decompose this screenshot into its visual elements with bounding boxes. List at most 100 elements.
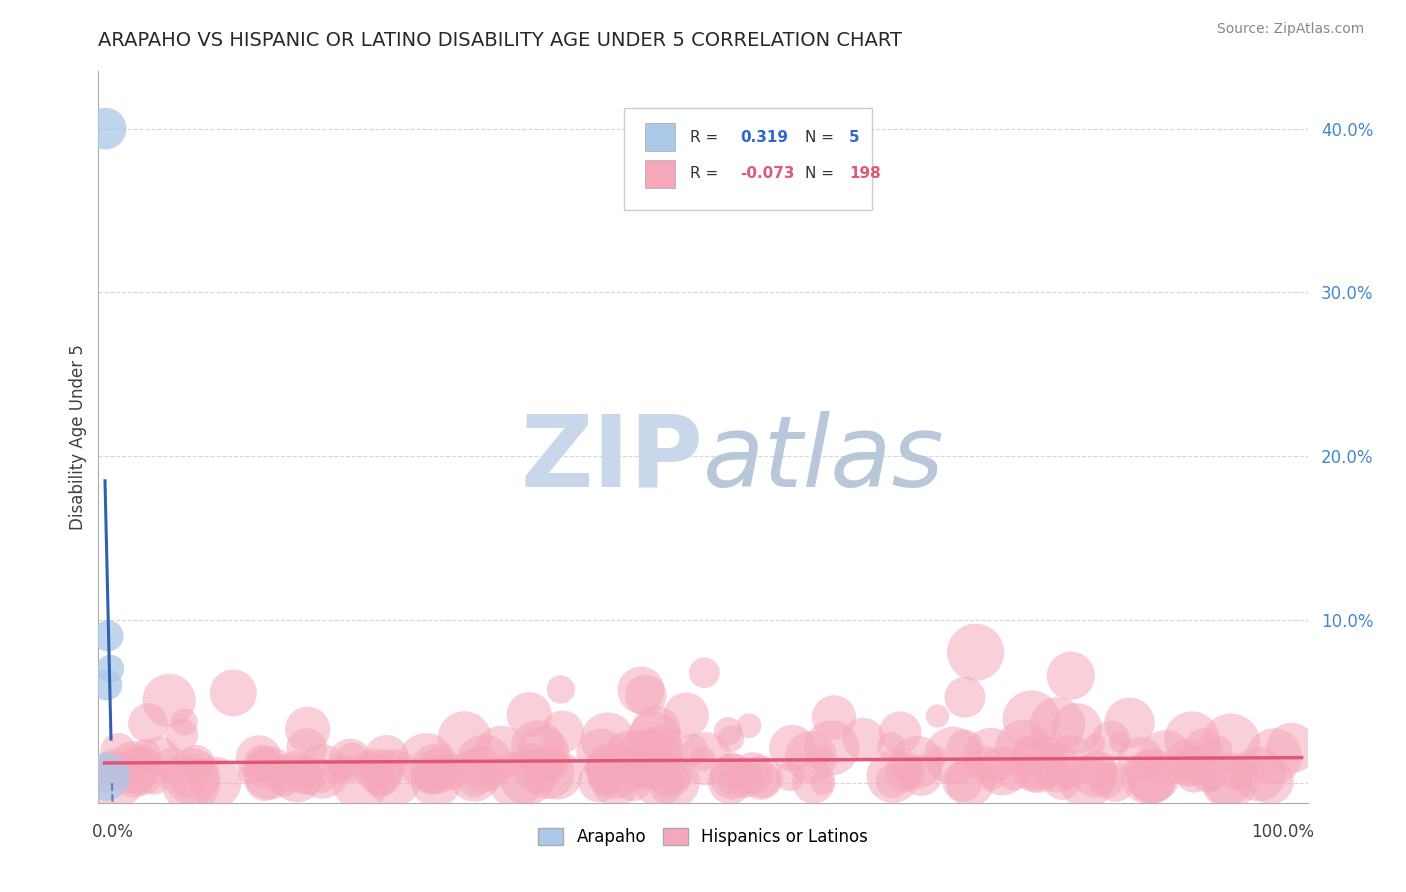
Text: atlas: atlas (703, 410, 945, 508)
Point (1182, 767, 1205, 781)
FancyBboxPatch shape (645, 123, 675, 151)
Point (136, 716, 159, 731)
Point (991, 764, 1014, 778)
Point (1026, 758, 1049, 772)
Point (422, 772, 444, 786)
Point (606, 764, 628, 778)
Point (131, 764, 153, 778)
Point (124, 756, 146, 771)
Point (1202, 772, 1225, 787)
Point (731, 772, 754, 786)
Point (645, 723, 668, 738)
Point (1260, 774, 1282, 789)
Point (882, 773, 904, 788)
Point (309, 769, 332, 783)
FancyBboxPatch shape (645, 160, 675, 187)
Point (537, 765, 560, 780)
Point (382, 771, 405, 785)
Point (588, 774, 610, 789)
Text: ARAPAHO VS HISPANIC OR LATINO DISABILITY AGE UNDER 5 CORRELATION CHART: ARAPAHO VS HISPANIC OR LATINO DISABILITY… (98, 31, 903, 50)
Point (974, 756, 997, 770)
Point (1218, 773, 1240, 788)
Point (621, 775, 644, 789)
Text: N =: N = (804, 166, 834, 181)
Point (1060, 754, 1083, 768)
Point (942, 748, 965, 763)
Point (648, 742, 671, 756)
Point (419, 772, 441, 787)
Point (981, 771, 1004, 785)
Point (505, 772, 527, 787)
Point (550, 682, 572, 697)
Point (1129, 753, 1152, 767)
Point (415, 754, 437, 768)
Point (1236, 758, 1258, 772)
Point (1084, 767, 1107, 781)
Point (1066, 722, 1088, 736)
Y-axis label: Disability Age Under 5: Disability Age Under 5 (69, 344, 87, 530)
Point (297, 723, 319, 737)
FancyBboxPatch shape (624, 108, 872, 211)
Point (1046, 761, 1069, 775)
Point (273, 772, 295, 787)
Point (517, 707, 540, 722)
Point (122, 771, 145, 785)
Point (811, 776, 834, 790)
Point (720, 731, 742, 746)
Point (721, 760, 744, 774)
Point (370, 774, 392, 789)
Point (665, 771, 688, 785)
Point (526, 740, 548, 755)
Point (1002, 766, 1025, 780)
Point (540, 756, 562, 771)
Point (325, 764, 347, 778)
Text: R =: R = (690, 166, 718, 181)
Point (880, 739, 903, 754)
Point (148, 749, 170, 764)
Point (1054, 772, 1077, 787)
Point (823, 710, 845, 724)
Point (630, 683, 652, 698)
Point (439, 765, 461, 780)
Point (1076, 775, 1098, 789)
Point (800, 750, 823, 764)
Point (953, 740, 976, 755)
Point (253, 774, 276, 789)
Point (898, 770, 921, 784)
Point (1099, 733, 1122, 747)
Text: N =: N = (804, 129, 834, 145)
Point (270, 762, 292, 776)
Point (252, 756, 274, 770)
Point (1084, 736, 1107, 750)
Text: 0.0%: 0.0% (93, 823, 134, 841)
Point (721, 770, 744, 784)
Point (717, 724, 740, 739)
Text: R =: R = (690, 129, 718, 145)
Point (173, 715, 195, 730)
Point (96, 678, 118, 692)
Point (157, 693, 180, 707)
Point (1021, 712, 1043, 726)
Point (1029, 755, 1052, 769)
Point (718, 775, 741, 789)
Point (551, 724, 574, 739)
Point (695, 752, 717, 766)
Point (1181, 758, 1204, 772)
Point (1012, 741, 1035, 756)
Point (633, 751, 655, 765)
Point (470, 759, 492, 773)
Point (339, 754, 361, 768)
Point (905, 755, 928, 769)
Point (692, 752, 714, 766)
Point (605, 775, 627, 789)
Point (738, 719, 761, 733)
Point (927, 749, 949, 764)
Point (253, 763, 276, 777)
Point (186, 756, 208, 770)
Point (591, 760, 613, 774)
Point (425, 775, 447, 789)
Point (94, 121, 117, 136)
Point (1247, 767, 1270, 781)
Point (135, 747, 157, 761)
Point (953, 690, 976, 705)
